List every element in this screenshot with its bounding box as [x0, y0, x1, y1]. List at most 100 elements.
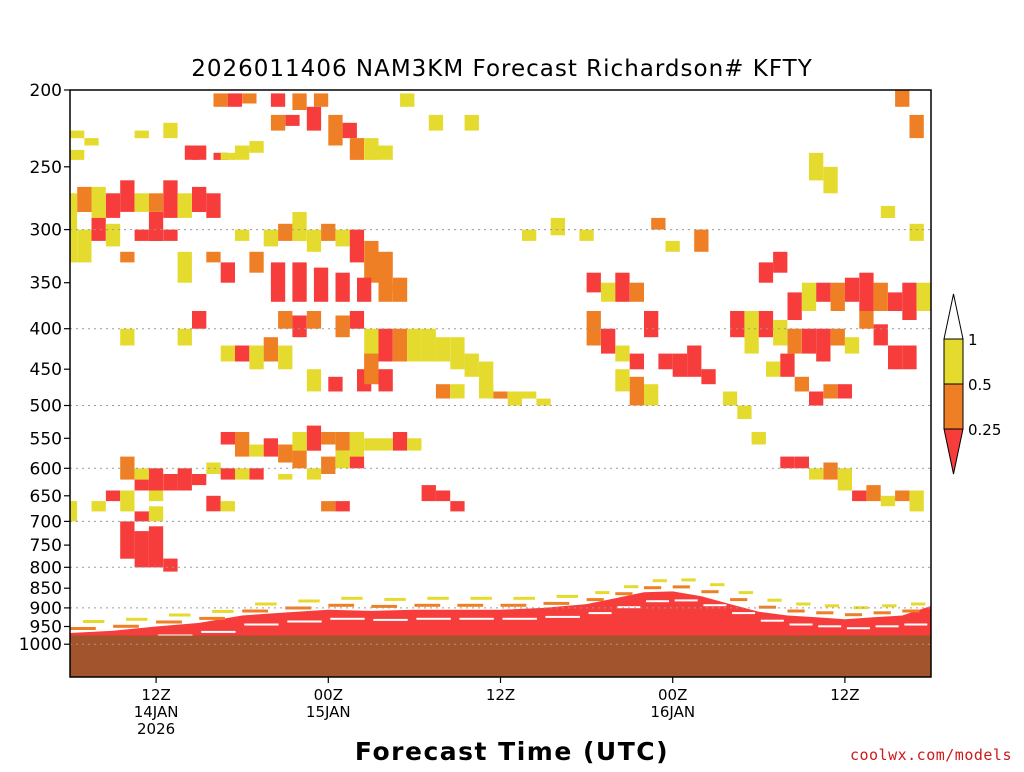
bl-streak — [330, 617, 365, 620]
ri-cell — [263, 438, 278, 457]
ri-cell — [601, 282, 616, 302]
ri-cell — [400, 93, 415, 107]
bl-streak — [199, 616, 225, 620]
ri-cell — [364, 353, 379, 385]
ri-cell — [672, 353, 687, 377]
bl-streak — [875, 625, 899, 628]
ri-cell — [148, 468, 164, 491]
y-tick-label: 450 — [30, 360, 62, 380]
ri-cell — [235, 432, 250, 457]
y-tick-label: 350 — [30, 274, 62, 294]
ri-cell — [392, 432, 408, 451]
bl-streak — [732, 612, 756, 615]
bl-streak — [457, 603, 484, 607]
colorbar-segment — [943, 383, 964, 430]
bl-streak — [873, 611, 891, 615]
ri-cell — [378, 438, 393, 451]
ri-cell — [235, 468, 250, 480]
bl-streak — [818, 625, 842, 628]
ri-cell — [737, 405, 752, 419]
ri-cell — [687, 345, 702, 377]
ri-cell — [450, 384, 465, 399]
ri-cell — [70, 193, 78, 218]
ri-cell — [464, 353, 479, 377]
plot-area — [70, 90, 931, 677]
x-tick-label: 00Z — [314, 686, 343, 704]
ri-cell — [801, 328, 817, 354]
y-tick-label: 750 — [30, 536, 62, 556]
bl-streak — [82, 620, 105, 623]
ri-cell — [859, 311, 874, 329]
ri-cell — [844, 277, 860, 302]
bl-streak — [824, 604, 840, 608]
ri-cell — [629, 282, 644, 302]
colorbar-segment — [943, 293, 964, 340]
ri-cell — [349, 138, 365, 160]
ri-cell — [134, 193, 149, 212]
bl-streak — [652, 579, 667, 583]
y-tick-label: 500 — [30, 397, 62, 417]
ri-cell — [70, 130, 85, 139]
ri-cell — [220, 468, 235, 480]
ri-cell — [493, 391, 508, 399]
credit-text[interactable]: coolwx.com/models — [850, 746, 1012, 764]
ri-cell — [730, 311, 745, 338]
x-tick-label: 00Z — [658, 686, 687, 704]
ri-cell — [522, 391, 537, 399]
x-tick-label: 12Z — [486, 686, 515, 704]
bl-streak — [730, 598, 748, 602]
ri-cell — [213, 152, 228, 160]
ri-cell — [349, 311, 365, 329]
ri-cell — [909, 114, 924, 139]
y-tick-label: 550 — [30, 429, 62, 449]
ri-cell — [773, 251, 788, 273]
ri-cell — [148, 212, 164, 241]
ri-cell — [120, 456, 135, 480]
ri-cell — [823, 166, 838, 194]
ri-cell — [522, 229, 537, 241]
ri-cell — [801, 282, 817, 311]
colorbar-label: 1 — [968, 331, 978, 349]
ri-cell — [450, 501, 465, 512]
ri-cell — [378, 145, 393, 160]
ri-cell — [780, 353, 795, 377]
ri-cell — [177, 251, 192, 283]
ri-cell — [70, 501, 78, 522]
ri-cell — [120, 490, 135, 512]
ri-cell — [888, 345, 903, 370]
ri-cell — [435, 384, 451, 399]
ri-cell — [105, 223, 121, 247]
ri-cell — [227, 93, 243, 107]
ri-cell — [105, 490, 121, 502]
bl-streak — [500, 603, 527, 607]
ri-cell — [909, 490, 924, 512]
ri-cell — [335, 229, 350, 247]
bl-streak — [882, 604, 897, 608]
ri-cell — [206, 251, 221, 263]
bl-streak — [328, 603, 355, 607]
bl-streak — [414, 603, 441, 607]
ri-cell — [694, 229, 709, 252]
bl-streak — [760, 619, 784, 622]
ri-cell — [349, 432, 365, 457]
bl-streak — [113, 624, 139, 628]
ri-cell — [249, 468, 264, 480]
y-tick-label: 250 — [30, 158, 62, 178]
ri-cell — [758, 311, 774, 338]
ri-cell — [550, 217, 565, 236]
ri-cell — [629, 376, 644, 406]
ri-cell — [364, 438, 379, 451]
ri-cell — [206, 495, 221, 512]
ri-cell — [888, 292, 903, 311]
ri-cell — [249, 141, 264, 153]
ri-cell — [206, 193, 221, 218]
ri-cell — [120, 180, 135, 212]
ri-cell — [278, 444, 293, 463]
ri-cell — [658, 353, 673, 370]
ri-cell — [873, 324, 888, 346]
ri-cell — [349, 229, 365, 263]
ri-cell — [873, 282, 888, 311]
ri-cell — [766, 361, 781, 377]
bl-streak — [703, 604, 727, 607]
y-tick-label: 200 — [30, 81, 62, 101]
